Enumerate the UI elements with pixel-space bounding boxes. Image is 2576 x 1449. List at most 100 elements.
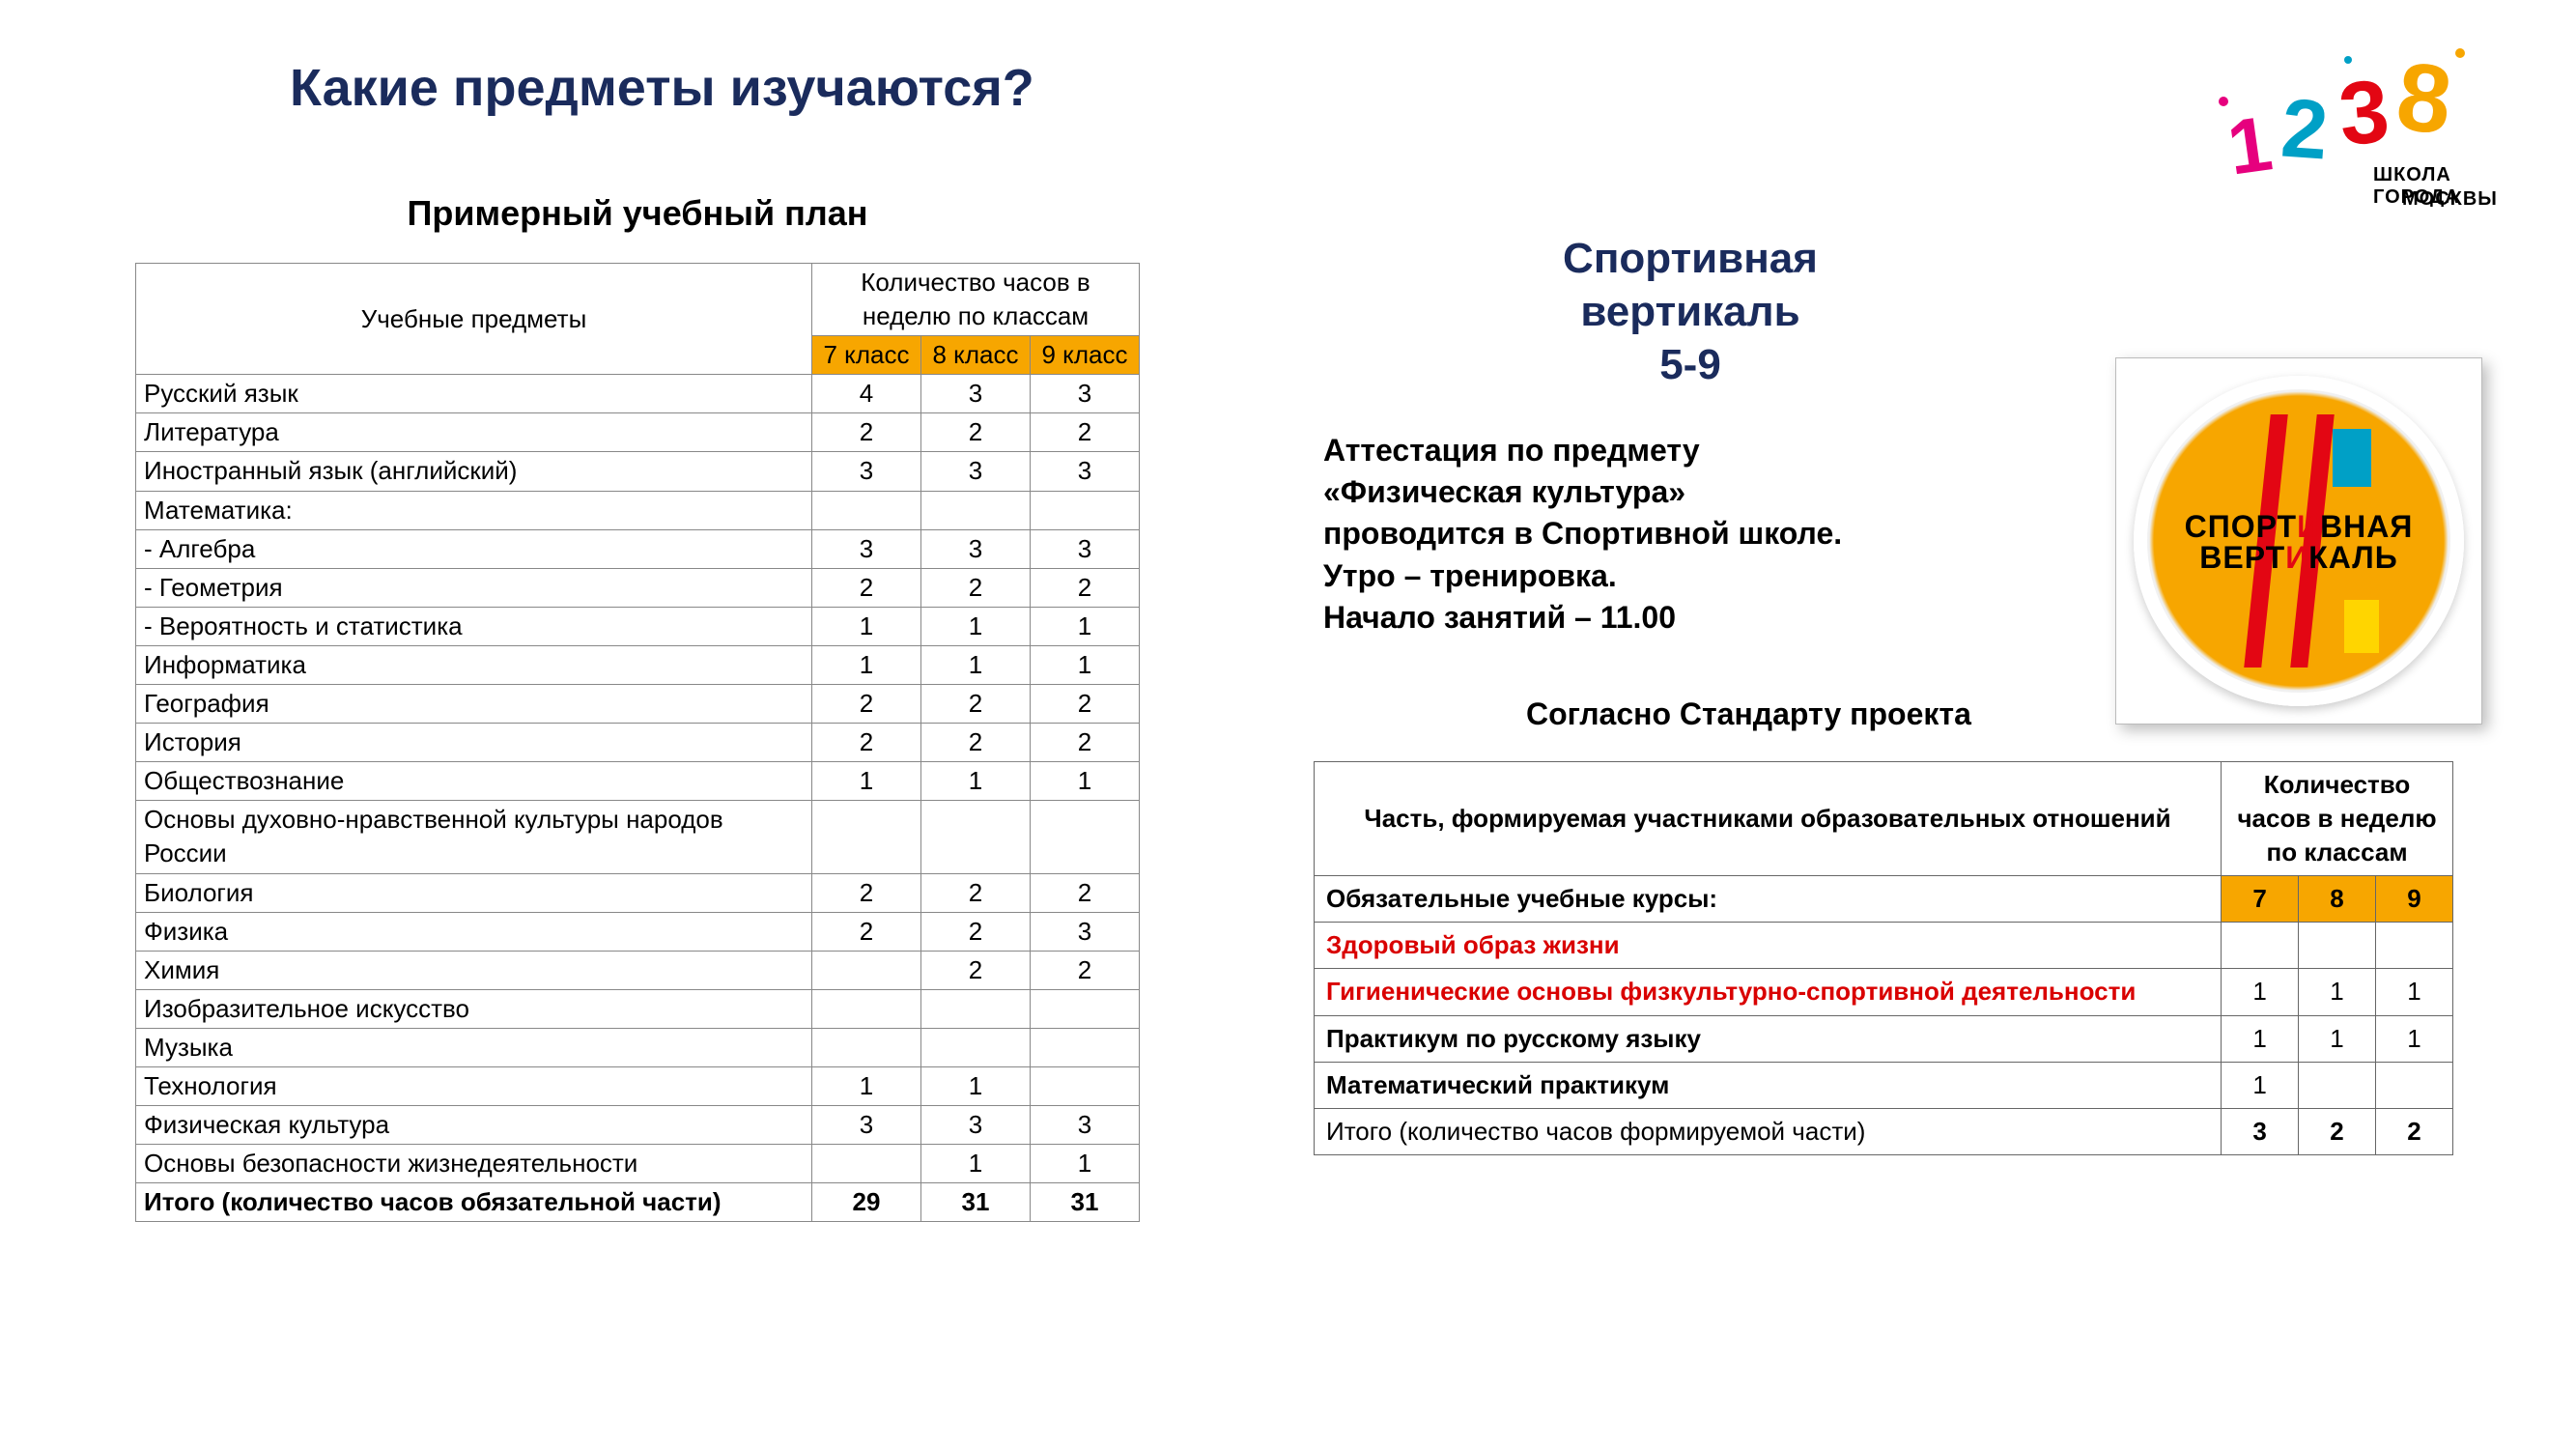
table-row: Русский язык433 (136, 375, 1140, 413)
plan-value-cell: 3 (1031, 1106, 1140, 1145)
table-row: География222 (136, 685, 1140, 724)
attestation-l1: Аттестация по предмету (1323, 433, 1700, 468)
standard-value-cell: 1 (2376, 969, 2453, 1015)
plan-total-value: 29 (812, 1183, 921, 1222)
plan-subject-cell: Обществознание (136, 762, 812, 801)
plan-value-cell (812, 951, 921, 989)
plan-class-header: 7 класс (812, 336, 921, 375)
plan-value-cell: 3 (921, 529, 1031, 568)
standard-header-hours: Количество часов в неделю по классам (2222, 761, 2453, 875)
plan-value-cell: 1 (812, 1066, 921, 1105)
plan-value-cell: 2 (812, 413, 921, 452)
table-row: - Геометрия222 (136, 568, 1140, 607)
standard-value-cell: 1 (2299, 969, 2376, 1015)
plan-value-cell: 2 (921, 951, 1031, 989)
plan-subject-cell: - Алгебра (136, 529, 812, 568)
plan-value-cell (812, 491, 921, 529)
plan-subject-cell: Основы безопасности жизнедеятельности (136, 1145, 812, 1183)
standard-class-header: 7 (2222, 876, 2299, 923)
plan-value-cell: 2 (1031, 724, 1140, 762)
badge-text-part: ВЕРТ (2199, 540, 2285, 575)
plan-value-cell: 3 (1031, 452, 1140, 491)
plan-subject-cell: Технология (136, 1066, 812, 1105)
plan-value-cell: 2 (1031, 951, 1140, 989)
standard-subject-cell: Здоровый образ жизни (1315, 923, 2222, 969)
plan-value-cell: 2 (812, 568, 921, 607)
plan-value-cell (1031, 1066, 1140, 1105)
plan-subject-cell: - Геометрия (136, 568, 812, 607)
plan-value-cell: 1 (921, 607, 1031, 645)
plan-value-cell: 2 (1031, 873, 1140, 912)
table-row: - Алгебра333 (136, 529, 1140, 568)
plan-value-cell (1031, 491, 1140, 529)
plan-value-cell: 1 (1031, 645, 1140, 684)
plan-value-cell: 2 (1031, 413, 1140, 452)
plan-header-hours: Количество часов в неделю по классам (812, 264, 1140, 336)
vertical-title-l1: Спортивная (1563, 235, 1818, 282)
table-row: Математический практикум1 (1315, 1062, 2453, 1108)
plan-subject-cell: Математика: (136, 491, 812, 529)
plan-value-cell: 1 (921, 1145, 1031, 1183)
badge-text-part: СПОРТ (2185, 509, 2297, 544)
standard-value-cell (2376, 923, 2453, 969)
standard-subject-cell: Практикум по русскому языку (1315, 1015, 2222, 1062)
badge-bar (2344, 600, 2379, 653)
standard-header-label: Часть, формируемая участниками образоват… (1315, 761, 2222, 875)
curriculum-plan-table: Учебные предметы Количество часов в неде… (135, 263, 1140, 1222)
plan-subject-cell: Химия (136, 951, 812, 989)
plan-total-value: 31 (1031, 1183, 1140, 1222)
plan-value-cell: 1 (812, 762, 921, 801)
table-row: Химия 22 (136, 951, 1140, 989)
attestation-text: Аттестация по предмету «Физическая культ… (1323, 430, 2115, 639)
standard-total-label: Итого (количество часов формируемой част… (1315, 1108, 2222, 1154)
badge-bar (2333, 429, 2371, 487)
plan-subject-cell: Русский язык (136, 375, 812, 413)
plan-subject-cell: Музыка (136, 1028, 812, 1066)
plan-value-cell (921, 491, 1031, 529)
plan-value-cell: 3 (1031, 375, 1140, 413)
plan-value-cell: 1 (1031, 1145, 1140, 1183)
plan-value-cell: 3 (812, 452, 921, 491)
plan-subject-cell: Биология (136, 873, 812, 912)
plan-title: Примерный учебный план (135, 193, 1140, 234)
plan-total-value: 31 (921, 1183, 1031, 1222)
plan-value-cell (921, 801, 1031, 873)
plan-class-header: 8 класс (921, 336, 1031, 375)
plan-value-cell: 2 (812, 724, 921, 762)
plan-subject-cell: Физическая культура (136, 1106, 812, 1145)
standard-value-cell: 1 (2376, 1015, 2453, 1062)
logo-digit-3: 3 (2335, 61, 2393, 166)
standard-total-value: 3 (2222, 1108, 2299, 1154)
plan-class-header: 9 класс (1031, 336, 1140, 375)
plan-total-label: Итого (количество часов обязательной час… (136, 1183, 812, 1222)
plan-value-cell: 1 (812, 607, 921, 645)
plan-subject-cell: Информатика (136, 645, 812, 684)
plan-value-cell: 4 (812, 375, 921, 413)
logo-dot (2455, 48, 2465, 58)
table-row: Основы безопасности жизнедеятельности 11 (136, 1145, 1140, 1183)
plan-subject-cell: Основы духовно-нравственной культуры нар… (136, 801, 812, 873)
badge-disc: СПОРТИВНАЯ ВЕРТИКАЛЬ (2134, 376, 2464, 706)
badge-text-part: И (2297, 509, 2320, 544)
standard-value-cell (2376, 1062, 2453, 1108)
plan-value-cell: 2 (921, 413, 1031, 452)
standard-total-row: Итого (количество часов формируемой част… (1315, 1108, 2453, 1154)
plan-value-cell: 2 (1031, 685, 1140, 724)
school-1238-logo: 1 2 3 8 ШКОЛА ГОРОДА МОСКВЫ (2209, 48, 2518, 222)
badge-text-part: КАЛЬ (2308, 540, 2397, 575)
plan-value-cell: 2 (812, 912, 921, 951)
standard-subject-cell: Математический практикум (1315, 1062, 2222, 1108)
standard-value-cell: 1 (2222, 969, 2299, 1015)
standard-value-cell: 1 (2222, 1062, 2299, 1108)
standard-total-value: 2 (2299, 1108, 2376, 1154)
table-row: Иностранный язык (английский)333 (136, 452, 1140, 491)
page-title: Какие предметы изучаются? (290, 58, 1034, 118)
plan-subject-cell: Литература (136, 413, 812, 452)
plan-value-cell: 1 (921, 1066, 1031, 1105)
plan-subject-cell: География (136, 685, 812, 724)
plan-subject-cell: Изобразительное искусство (136, 989, 812, 1028)
plan-value-cell (812, 989, 921, 1028)
table-row: Музыка (136, 1028, 1140, 1066)
attestation-l5: Начало занятий – 11.00 (1323, 600, 1676, 635)
logo-subtitle-2: МОСКВЫ (2402, 188, 2498, 211)
